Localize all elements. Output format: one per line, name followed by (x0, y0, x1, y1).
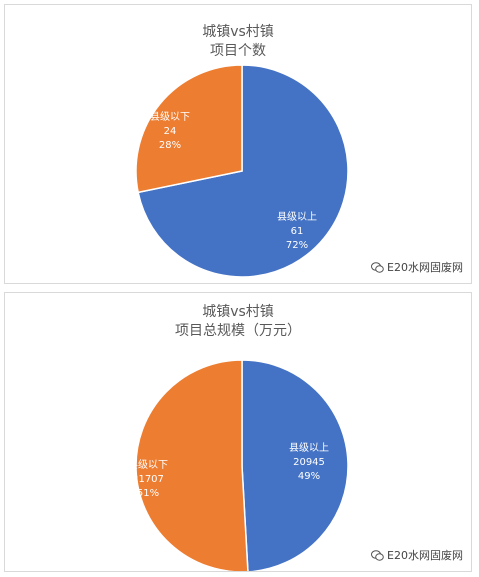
pie-chart-1: 县级以上 61 72% 县级以下 24 28% (135, 64, 349, 278)
percent-label: 72% (286, 240, 308, 251)
data-label: 24 (164, 126, 177, 137)
chart-title-2: 城镇vs村镇 项目总规模（万元） (5, 303, 471, 341)
chart-panel-2: 城镇vs村镇 项目总规模（万元） 县级以上 20945 49% 县级以下 21707 51… (4, 292, 472, 572)
percent-label: 28% (159, 140, 181, 151)
chart-title: 城镇vs村镇 (202, 24, 274, 40)
chart-title-1: 城镇vs村镇 项目个数 (5, 23, 471, 61)
pie-slice (137, 64, 349, 278)
data-label: 21707 (132, 474, 164, 485)
percent-label: 51% (137, 488, 159, 499)
chart-panel-1: 城镇vs村镇 项目个数 县级以上 61 72% 县级以下 24 28% E20水网固废网 (4, 4, 472, 284)
slice-label: 县级以上 (277, 211, 317, 223)
wechat-icon (371, 549, 384, 561)
pie-slice (135, 359, 249, 571)
wechat-icon (371, 261, 384, 273)
chart-subtitle: 项目个数 (210, 43, 266, 59)
watermark: E20水网固废网 (371, 547, 463, 563)
pie-slice (135, 64, 243, 194)
slice-label: 县级以上 (289, 442, 329, 454)
chart-title: 城镇vs村镇 (202, 304, 274, 320)
watermark: E20水网固废网 (371, 259, 463, 275)
data-label: 20945 (293, 457, 325, 468)
pie-chart-2: 县级以上 20945 49% 县级以下 21707 51% (128, 359, 349, 571)
pie-slice (241, 359, 349, 571)
watermark-text: E20水网固废网 (387, 261, 463, 274)
chart-subtitle: 项目总规模（万元） (175, 323, 301, 339)
watermark-text: E20水网固废网 (387, 549, 463, 562)
data-label: 61 (291, 226, 304, 237)
percent-label: 49% (298, 471, 320, 482)
slice-label: 县级以下 (150, 111, 190, 123)
slice-label: 县级以下 (128, 459, 168, 471)
